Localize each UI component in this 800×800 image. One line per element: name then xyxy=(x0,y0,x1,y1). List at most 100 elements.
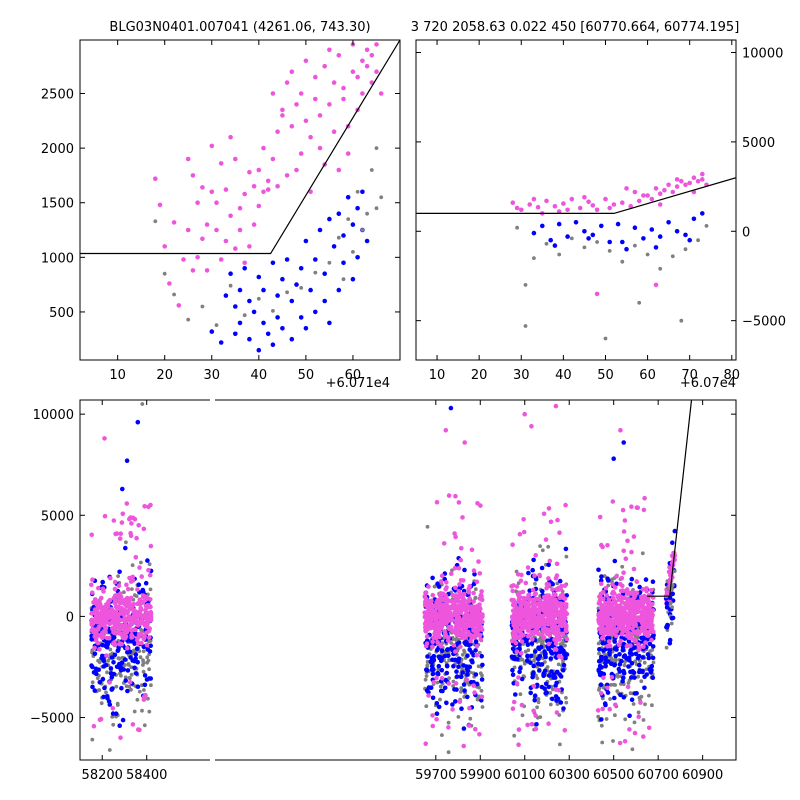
data-point-magenta xyxy=(560,592,565,598)
data-point-gray xyxy=(520,713,525,718)
data-point-magenta xyxy=(270,156,276,162)
data-point-magenta xyxy=(541,594,547,600)
data-point-magenta xyxy=(532,573,537,578)
data-point-blue xyxy=(445,647,451,652)
data-point-blue xyxy=(650,675,656,680)
data-point-blue xyxy=(448,405,454,411)
data-point-blue xyxy=(145,558,150,563)
data-point-magenta xyxy=(605,626,611,632)
data-point-magenta xyxy=(665,590,670,595)
data-point-magenta xyxy=(644,633,650,638)
x-tick-label: 58200 xyxy=(82,768,123,783)
data-point-magenta xyxy=(553,592,558,598)
data-point-gray xyxy=(134,594,139,599)
data-point-blue xyxy=(632,675,637,680)
data-point-blue xyxy=(133,652,139,657)
data-point-gray xyxy=(123,675,128,680)
data-point-magenta xyxy=(256,203,262,209)
data-point-blue xyxy=(590,232,596,238)
data-point-blue xyxy=(460,670,466,675)
data-point-magenta xyxy=(549,606,555,611)
data-point-blue xyxy=(629,652,635,657)
data-point-magenta xyxy=(127,516,132,522)
data-point-gray xyxy=(613,713,617,718)
data-point-gray xyxy=(141,649,146,654)
data-point-gray xyxy=(635,635,640,640)
data-point-magenta xyxy=(540,607,546,613)
data-point-magenta xyxy=(460,515,465,520)
data-point-blue xyxy=(322,298,328,304)
data-point-gray xyxy=(451,684,455,688)
data-point-magenta xyxy=(378,91,384,96)
data-point-blue xyxy=(134,671,139,676)
data-point-magenta xyxy=(125,586,131,592)
x-tick-label: 20 xyxy=(471,368,488,383)
data-point-blue xyxy=(327,320,332,326)
data-point-blue xyxy=(237,287,243,293)
data-point-blue xyxy=(645,652,651,657)
data-point-magenta xyxy=(471,683,477,688)
data-point-gray xyxy=(148,587,153,592)
data-point-magenta xyxy=(618,624,624,629)
data-point-gray xyxy=(299,286,304,290)
data-point-magenta xyxy=(700,171,705,177)
data-point-blue xyxy=(124,458,130,464)
data-point-blue xyxy=(355,254,360,260)
data-point-gray xyxy=(644,667,649,672)
data-point-gray xyxy=(351,250,355,254)
data-point-magenta xyxy=(437,634,442,640)
x-tick-label: 50 xyxy=(597,368,614,383)
data-point-magenta xyxy=(423,599,428,605)
data-point-blue xyxy=(428,685,434,690)
data-point-blue xyxy=(544,690,549,695)
data-point-blue xyxy=(603,656,608,662)
data-point-magenta xyxy=(691,175,697,180)
data-point-gray xyxy=(186,317,191,322)
data-point-blue xyxy=(683,232,688,238)
data-point-gray xyxy=(636,674,640,679)
data-point-magenta xyxy=(564,629,569,634)
data-point-blue xyxy=(135,684,141,689)
data-point-magenta xyxy=(461,578,466,583)
data-point-blue xyxy=(431,657,437,663)
data-point-gray xyxy=(473,587,478,592)
data-point-blue xyxy=(265,331,271,337)
y-tick-label: 5000 xyxy=(41,509,74,524)
data-point-blue xyxy=(647,667,652,672)
data-point-gray xyxy=(642,660,647,665)
data-point-gray xyxy=(126,662,131,666)
data-point-magenta xyxy=(511,699,517,705)
data-point-gray xyxy=(462,648,466,653)
data-point-magenta xyxy=(117,611,122,617)
data-point-blue xyxy=(599,223,604,229)
data-point-magenta xyxy=(444,580,449,585)
data-point-magenta xyxy=(106,635,112,641)
data-point-magenta xyxy=(670,189,676,195)
data-point-blue xyxy=(600,641,606,646)
data-point-magenta xyxy=(459,545,464,551)
x-tick-label: 30 xyxy=(203,368,220,383)
data-point-magenta xyxy=(544,585,549,591)
data-point-gray xyxy=(535,705,539,710)
data-point-gray xyxy=(459,686,464,690)
data-point-magenta xyxy=(265,178,271,184)
data-point-blue xyxy=(472,572,477,577)
data-point-magenta xyxy=(289,69,295,74)
data-point-gray xyxy=(124,540,128,545)
data-point-gray xyxy=(327,260,332,265)
data-point-blue xyxy=(122,657,128,662)
data-point-blue xyxy=(621,671,627,676)
data-point-magenta xyxy=(517,590,523,596)
data-point-magenta xyxy=(638,700,643,705)
data-point-magenta xyxy=(657,202,663,207)
data-point-magenta xyxy=(242,191,247,197)
data-point-gray xyxy=(477,650,482,655)
data-point-gray xyxy=(145,655,150,660)
data-point-gray xyxy=(597,688,601,692)
data-point-magenta xyxy=(464,677,470,683)
data-point-magenta xyxy=(423,629,429,634)
data-point-blue xyxy=(617,652,622,657)
data-point-blue xyxy=(456,640,462,646)
data-point-blue xyxy=(531,663,536,669)
data-point-magenta xyxy=(634,630,639,635)
